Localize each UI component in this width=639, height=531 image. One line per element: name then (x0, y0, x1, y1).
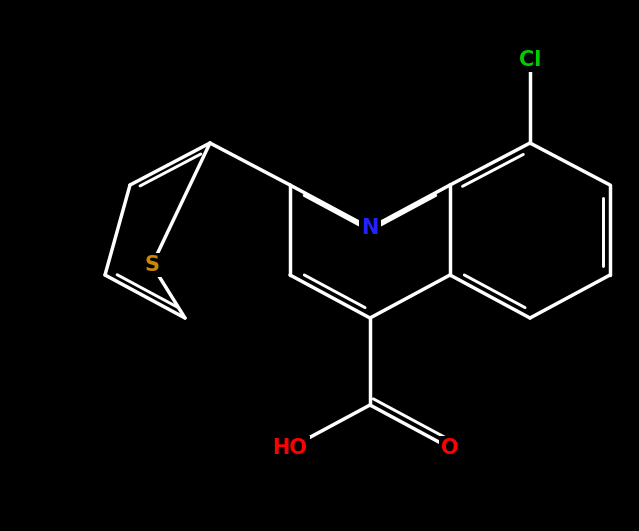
Text: Cl: Cl (519, 50, 541, 70)
Text: N: N (361, 218, 379, 238)
Text: O: O (441, 438, 459, 458)
Text: S: S (144, 255, 160, 275)
Text: HO: HO (272, 438, 307, 458)
